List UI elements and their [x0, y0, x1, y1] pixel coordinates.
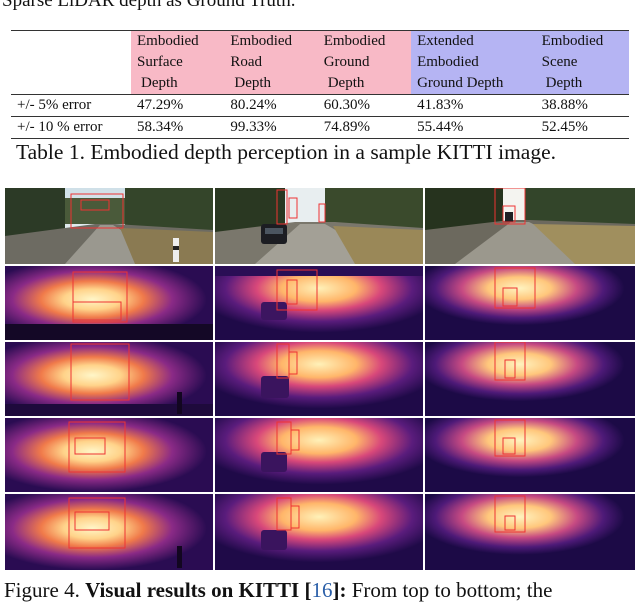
depth-map-row1-col3	[425, 266, 635, 340]
table-header-row: Embodied Surface Depth Embodied Road Dep…	[11, 30, 629, 95]
citation-link[interactable]: 16	[311, 578, 333, 602]
figure-caption-prefix: Figure 4.	[4, 578, 80, 602]
depth-map-row1-col1	[5, 266, 213, 340]
header-embodied-scene-depth: Embodied Scene Depth	[535, 30, 629, 95]
header-embodied-ground-depth: Embodied Ground Depth	[317, 30, 412, 95]
header-embodied-surface-depth: Embodied Surface Depth	[131, 30, 225, 95]
table-cell: 99.33%	[230, 119, 277, 135]
figure-caption-bold: Visual results on KITTI [	[85, 578, 312, 602]
rgb-image-3	[425, 188, 635, 264]
table-cell: 47.29%	[137, 97, 184, 113]
depth-map-row4-col3	[425, 494, 635, 570]
depth-map-row3-col2	[215, 418, 423, 492]
table-row: +/- 10 % error 58.34% 99.33% 74.89% 55.4…	[11, 117, 629, 139]
results-table: Embodied Surface Depth Embodied Road Dep…	[11, 30, 629, 139]
depth-map-row2-col2	[215, 342, 423, 416]
table-corner-cell	[11, 31, 131, 95]
depth-map-row4-col1	[5, 494, 213, 570]
table-cell: 38.88%	[541, 97, 588, 113]
figure-caption-rest: From top to bottom; the	[351, 578, 553, 602]
table-cell: 55.44%	[417, 119, 464, 135]
cut-off-text: Sparse LiDAR depth as Ground Truth.	[2, 0, 296, 11]
table-cell: 60.30%	[323, 97, 370, 113]
depth-map-row3-col1	[5, 418, 213, 492]
table-cell: 80.24%	[230, 97, 277, 113]
row-label: +/- 10 % error	[17, 119, 103, 135]
table-cell: 74.89%	[323, 119, 370, 135]
depth-map-row2-col1	[5, 342, 213, 416]
figure-caption-bold-end: ]:	[332, 578, 347, 602]
depth-map-row4-col2	[215, 494, 423, 570]
depth-map-row3-col3	[425, 418, 635, 492]
figure-caption: Figure 4. Visual results on KITTI [16]: …	[4, 578, 552, 603]
rgb-image-1	[5, 188, 213, 264]
depth-map-row1-col2	[215, 266, 423, 340]
header-embodied-road-depth: Embodied Road Depth	[224, 30, 318, 95]
table-cell: 52.45%	[541, 119, 588, 135]
table-caption: Table 1. Embodied depth perception in a …	[16, 140, 556, 164]
figure-image-grid	[5, 188, 635, 570]
row-label: +/- 5% error	[17, 97, 92, 113]
table-row: +/- 5% error 47.29% 80.24% 60.30% 41.83%…	[11, 95, 629, 117]
header-extended-embodied-ground-depth: Extended Embodied Ground Depth	[411, 30, 536, 95]
table-cell: 41.83%	[417, 97, 464, 113]
depth-map-row2-col3	[425, 342, 635, 416]
table-cell: 58.34%	[137, 119, 184, 135]
rgb-image-2	[215, 188, 423, 264]
